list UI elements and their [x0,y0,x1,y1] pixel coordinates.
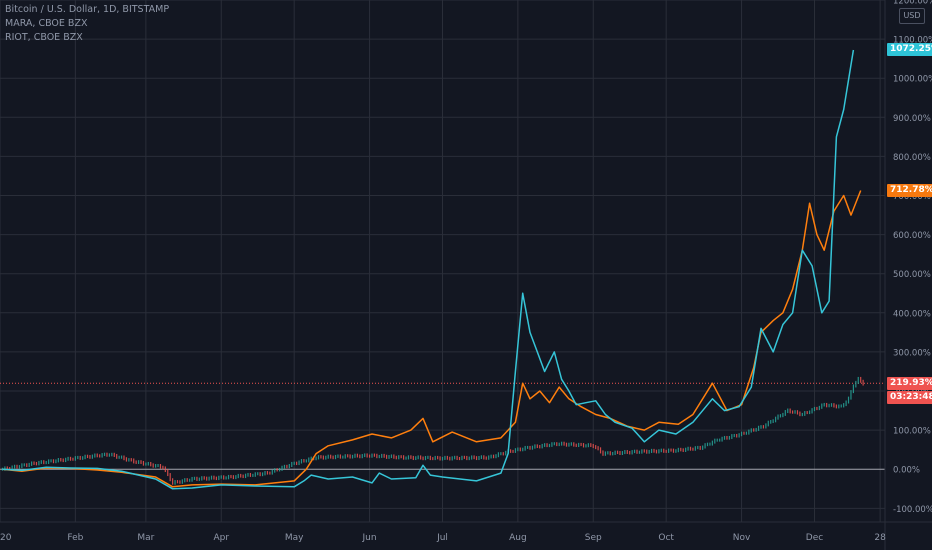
bar-countdown-badge: 03:23:48 [887,391,932,405]
y-tick-label: 0.00% [893,466,920,476]
legend-mara[interactable]: MARA, CBOE BZX [5,18,88,29]
mara-series-line [2,190,862,488]
currency-toggle-button[interactable]: USD [899,8,925,24]
y-tick-label: 1200.00% [893,0,932,7]
y-tick-label: 900.00% [893,114,931,124]
y-tick-label: 1000.00% [893,75,932,85]
y-tick-label: 500.00% [893,270,931,280]
chart-legend: Bitcoin / U.S. Dollar, 1D, BITSTAMP MARA… [5,3,169,45]
x-tick-label: Mar [137,533,154,543]
y-tick-label: 600.00% [893,231,931,241]
x-tick-label: Apr [213,533,229,543]
x-tick-label: Oct [658,533,674,543]
y-tick-label: 700.00% [893,192,931,202]
x-tick-label: Jun [362,533,377,543]
zero-reference-line [0,382,885,470]
y-tick-label: 100.00% [893,427,931,437]
plot-area [1,49,864,490]
x-tick-label: 2020 [0,533,12,543]
price-scale[interactable]: -100.00%0.00%100.00%200.00%300.00%400.00… [884,0,932,550]
x-tick-label: Aug [509,533,527,543]
mara-last-value-badge: 712.78% [887,184,932,197]
time-scale[interactable]: 2020 Feb Mar Apr May Jun Jul Aug Sep Oct Nov Dec 28 [0,521,932,543]
x-tick-label: Jul [436,533,448,543]
x-tick-label: Nov [733,533,751,543]
btc-last-value-badge: 219.93% [887,376,932,390]
legend-btc[interactable]: Bitcoin / U.S. Dollar, 1D, BITSTAMP [5,4,170,15]
y-tick-label: 300.00% [893,348,931,358]
y-tick-label: 400.00% [893,309,931,319]
x-tick-label: 28 [874,533,886,543]
riot-series-line [2,49,855,490]
x-tick-label: Dec [806,533,823,543]
y-tick-label: 800.00% [893,153,931,163]
y-tick-label: -100.00% [893,505,932,515]
y-tick-label: 1100.00% [893,36,932,46]
btc-candles [1,376,864,485]
x-tick-label: Feb [67,533,83,543]
riot-last-value-badge: 1072.25% [887,43,932,57]
x-tick-label: May [285,533,304,543]
x-tick-label: Sep [585,533,602,543]
legend-riot[interactable]: RIOT, CBOE BZX [5,32,83,43]
